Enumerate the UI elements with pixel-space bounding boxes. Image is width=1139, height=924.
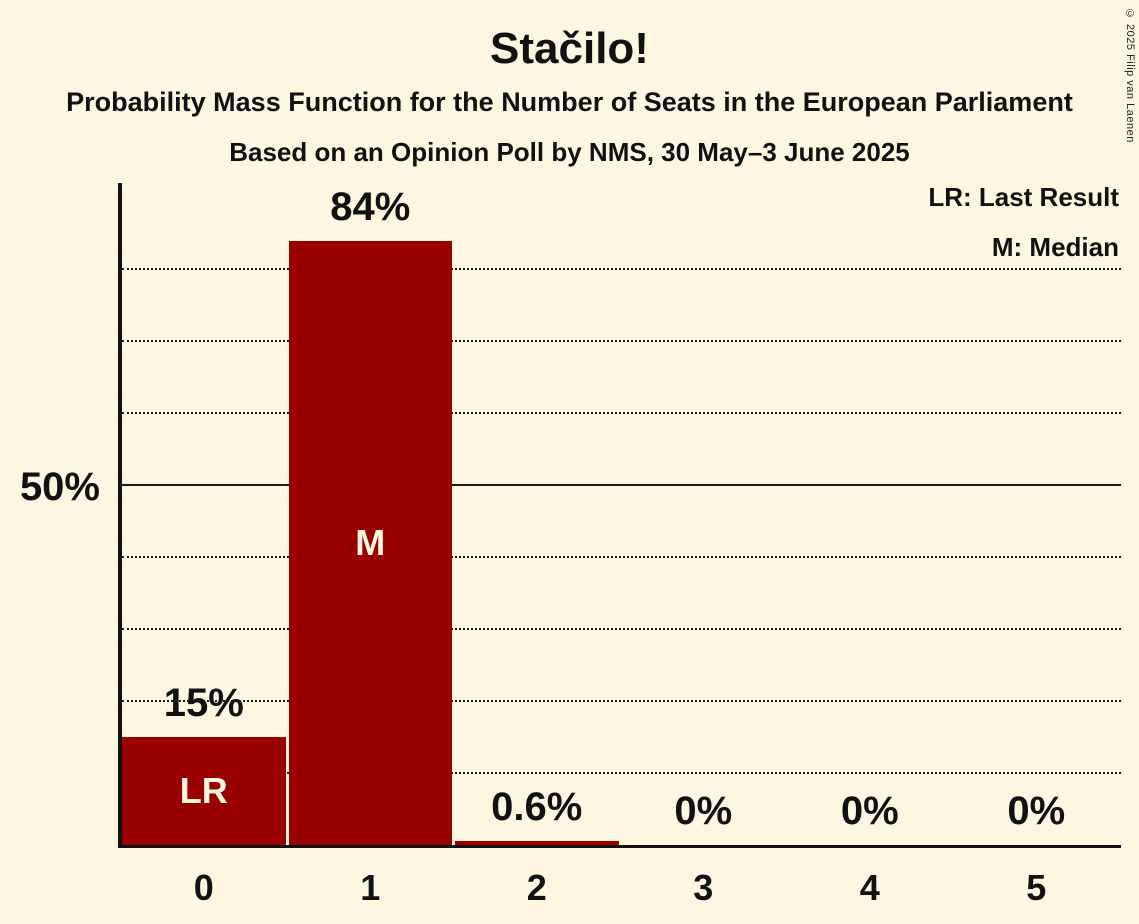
x-tick-0: 0 [193,867,214,908]
bar-annotation-lr: LR [179,770,228,812]
legend-item-median: M: Median [991,232,1119,262]
value-label-seats-0: 15% [163,681,244,726]
chart-source-subtitle: Based on an Opinion Poll by NMS, 30 May–… [229,137,910,167]
value-label-seats-5: 0% [1007,789,1066,833]
x-tick-4: 4 [859,867,880,908]
bar-seats-1: M [288,240,452,845]
gridline-20pct [122,700,1121,703]
value-label-seats-4: 0% [840,789,899,833]
legend: LR: Last Result M: Median [928,172,1119,272]
value-label-seats-2: 0.6% [491,784,583,829]
value-label-seats-3: 0% [674,789,733,833]
x-axis-labels: 0 1 2 3 4 5 [122,866,1121,910]
gridline-50pct [122,484,1121,487]
gridline-40pct [122,556,1121,559]
legend-item-last-result: LR: Last Result [928,182,1119,212]
x-tick-2: 2 [526,867,547,908]
plot-area: LR 15% M 84% 0.6% 0% 0% 0% [118,183,1121,848]
x-tick-1: 1 [360,867,381,908]
gridline-70pct [122,340,1121,343]
gridline-60pct [122,412,1121,415]
chart-title: Stačilo! [490,24,649,73]
bar-annotation-m: M [355,521,386,563]
value-label-seats-1: 84% [330,184,411,229]
copyright-notice: © 2025 Filip van Laenen [1124,8,1136,143]
y-axis-50pct-label: 50% [19,465,100,509]
x-tick-5: 5 [1026,867,1047,908]
x-tick-3: 3 [693,867,714,908]
bar-seats-2 [455,840,619,845]
chart-subtitle: Probability Mass Function for the Number… [66,87,1073,117]
gridline-10pct [122,772,1121,775]
gridline-30pct [122,628,1121,631]
bar-seats-0: LR [122,737,286,845]
gridline-80pct [122,268,1121,271]
